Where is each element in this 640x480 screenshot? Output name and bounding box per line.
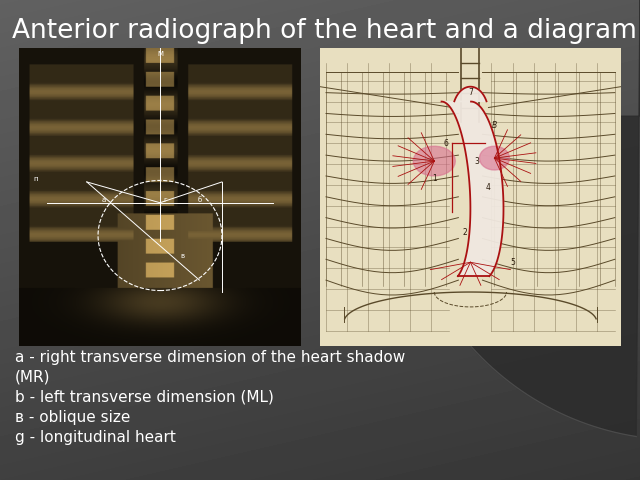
Text: (MR): (MR) [15,370,51,385]
Polygon shape [479,146,509,170]
Text: 4: 4 [486,183,491,192]
Text: б: б [197,197,202,203]
Text: 2: 2 [462,228,467,237]
Text: в: в [180,253,184,259]
Text: п: п [33,176,38,182]
Polygon shape [413,146,456,176]
Text: M: M [157,51,163,57]
Text: а: а [102,197,106,203]
Text: 6: 6 [444,139,449,148]
Text: в - oblique size: в - oblique size [15,410,131,425]
Text: г: г [164,197,168,203]
Text: 1: 1 [432,174,436,183]
Polygon shape [400,0,640,436]
Text: 5: 5 [510,258,515,267]
Text: a - right transverse dimension of the heart shadow: a - right transverse dimension of the he… [15,350,405,365]
Polygon shape [454,87,486,101]
Text: B: B [492,121,497,130]
Text: 7: 7 [468,88,473,97]
Polygon shape [442,102,504,276]
Text: b - left transverse dimension (ML): b - left transverse dimension (ML) [15,390,274,405]
Text: g - longitudinal heart: g - longitudinal heart [15,430,176,445]
Text: Anterior radiograph of the heart and a diagram: Anterior radiograph of the heart and a d… [12,18,637,44]
Text: 3: 3 [474,156,479,166]
